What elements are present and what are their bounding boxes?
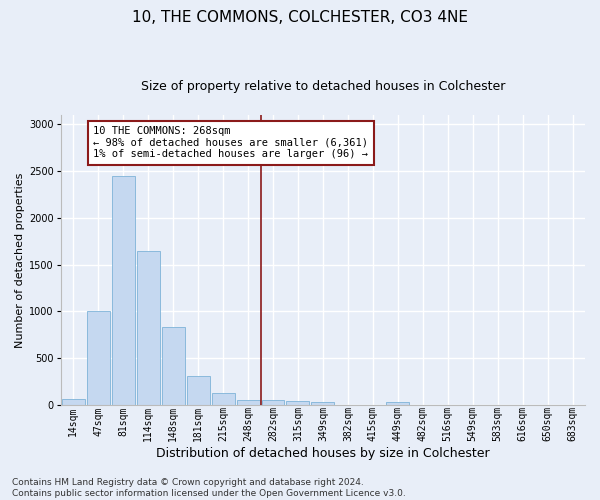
- Bar: [386, 402, 409, 405]
- Y-axis label: Number of detached properties: Number of detached properties: [15, 172, 25, 348]
- Text: 10, THE COMMONS, COLCHESTER, CO3 4NE: 10, THE COMMONS, COLCHESTER, CO3 4NE: [132, 10, 468, 25]
- Text: Contains HM Land Registry data © Crown copyright and database right 2024.
Contai: Contains HM Land Registry data © Crown c…: [12, 478, 406, 498]
- Bar: [137, 250, 160, 405]
- Bar: [212, 392, 235, 405]
- Bar: [112, 176, 135, 405]
- Bar: [87, 312, 110, 405]
- Bar: [236, 400, 260, 405]
- Bar: [286, 401, 310, 405]
- Bar: [311, 402, 334, 405]
- Title: Size of property relative to detached houses in Colchester: Size of property relative to detached ho…: [141, 80, 505, 93]
- X-axis label: Distribution of detached houses by size in Colchester: Distribution of detached houses by size …: [156, 447, 490, 460]
- Bar: [62, 399, 85, 405]
- Text: 10 THE COMMONS: 268sqm
← 98% of detached houses are smaller (6,361)
1% of semi-d: 10 THE COMMONS: 268sqm ← 98% of detached…: [94, 126, 368, 160]
- Bar: [262, 400, 284, 405]
- Bar: [187, 376, 209, 405]
- Bar: [161, 327, 185, 405]
